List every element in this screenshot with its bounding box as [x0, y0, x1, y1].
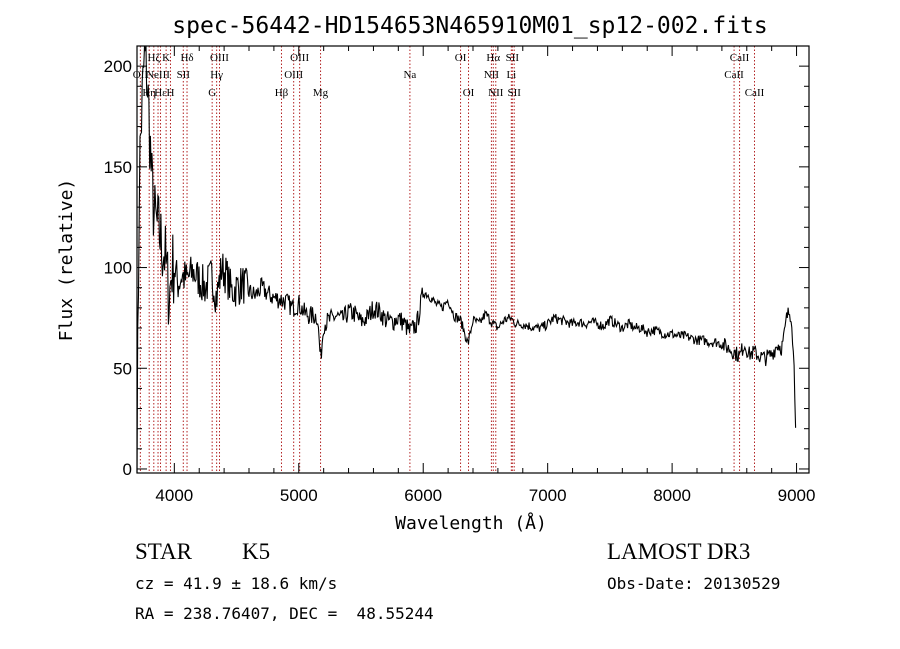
line-marker-label: Hζ — [148, 52, 161, 64]
spectrum-line — [136, 45, 797, 474]
object-class: STAR — [135, 539, 192, 564]
spectral-line-labels: OIIHηHζNeIIIHεKHSIIHδGHγOIIIHβOIIIOIIIMg… — [133, 52, 765, 99]
coordinates-text: RA = 238.76407, DEC = 48.55244 — [135, 604, 434, 623]
line-marker-label: NeIII — [146, 69, 170, 81]
y-tick-label: 0 — [123, 460, 132, 479]
x-tick-label: 6000 — [404, 486, 442, 505]
redshift-text: cz = 41.9 ± 18.6 km/s — [135, 574, 338, 593]
line-marker-label: OIII — [290, 52, 309, 64]
line-marker-label: CaII — [730, 52, 750, 64]
y-tick-label: 50 — [113, 359, 132, 378]
obs-date-text: Obs-Date: 20130529 — [607, 574, 781, 593]
line-marker-label: H — [166, 87, 174, 99]
line-marker-label: Na — [403, 69, 416, 81]
x-tick-label: 7000 — [529, 486, 567, 505]
line-marker-label: Hδ — [180, 52, 193, 64]
line-marker-label: CaII — [724, 69, 744, 81]
x-tick-label: 9000 — [778, 486, 816, 505]
line-marker-label: Hγ — [210, 69, 223, 81]
line-marker-label: NII — [484, 69, 500, 81]
y-axis: 0 50 100 150 200 — [104, 57, 809, 479]
line-marker-label: Hη — [142, 87, 156, 99]
line-marker-label: Hε — [154, 87, 167, 99]
survey-name: LAMOST DR3 — [607, 539, 751, 564]
object-subclass: K5 — [242, 539, 271, 564]
x-tick-label: 8000 — [653, 486, 691, 505]
line-marker-label: OI — [455, 52, 467, 64]
x-tick-label: 4000 — [155, 486, 193, 505]
y-tick-label: 200 — [104, 57, 132, 76]
line-marker-label: SII — [507, 87, 521, 99]
x-tick-label: 5000 — [280, 486, 318, 505]
line-marker-label: Hβ — [275, 87, 289, 99]
x-axis: 4000 5000 6000 7000 8000 9000 — [155, 46, 815, 505]
line-marker-label: CaII — [745, 87, 765, 99]
y-tick-label: 150 — [104, 158, 132, 177]
line-marker-label: SII — [177, 69, 191, 81]
line-marker-label: NII — [488, 87, 504, 99]
x-axis-label: Wavelength (Å) — [395, 512, 547, 534]
y-tick-label: 100 — [104, 259, 132, 278]
line-marker-label: SII — [506, 52, 520, 64]
line-marker-label: Mg — [313, 87, 329, 99]
line-marker-label: Hα — [486, 52, 500, 64]
line-marker-label: OIII — [210, 52, 229, 64]
line-marker-label: OI — [463, 87, 475, 99]
chart-title: spec-56442-HD154653N465910M01_sp12-002.f… — [172, 13, 767, 39]
line-marker-label: K — [162, 52, 170, 64]
line-marker-label: G — [208, 87, 216, 99]
line-marker-label: OIII — [284, 69, 303, 81]
spectral-line-markers — [139, 46, 755, 473]
plot-frame — [136, 45, 810, 474]
line-marker-label: Li — [506, 69, 516, 81]
y-axis-label: Flux (relative) — [56, 179, 77, 342]
